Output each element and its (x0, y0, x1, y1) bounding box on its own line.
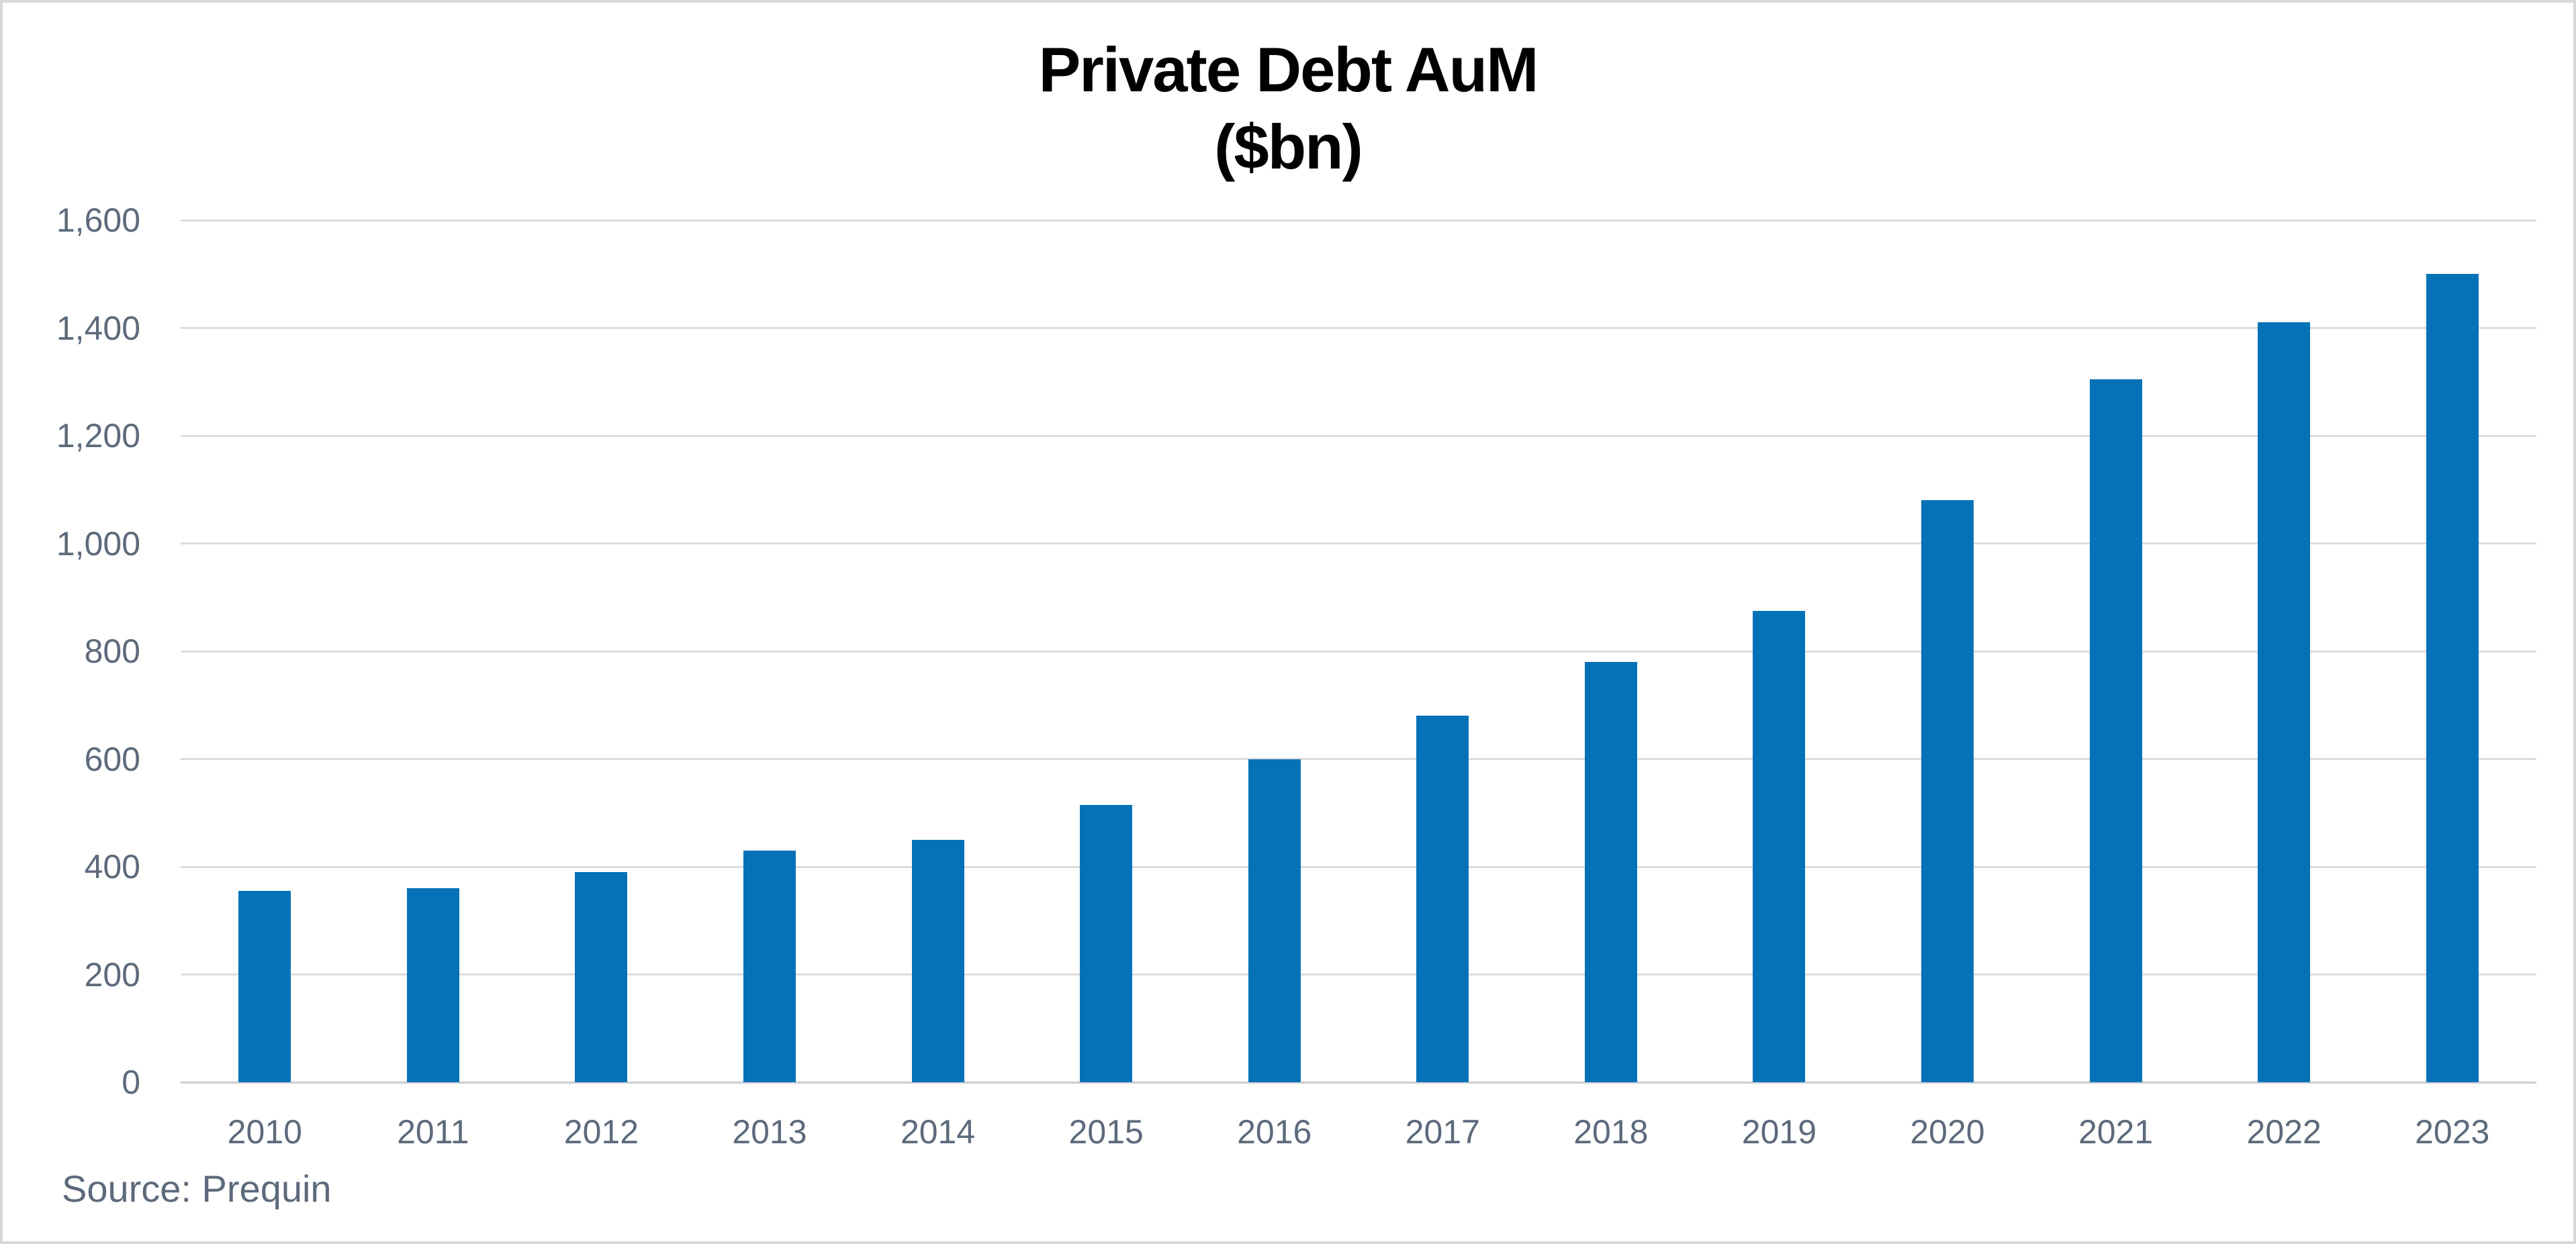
bar (2426, 274, 2479, 1082)
x-axis-label: 2022 (2246, 1113, 2321, 1151)
x-axis-label: 2020 (1910, 1113, 1985, 1151)
y-axis-tick-label: 1,200 (56, 417, 140, 454)
gridline (181, 434, 2536, 437)
x-axis-label: 2021 (2078, 1113, 2154, 1151)
bar (1921, 500, 1974, 1082)
gridline (181, 542, 2536, 544)
y-axis-tick-label: 200 (84, 955, 140, 994)
plot-area: 0 200 400 600 800 1,000 1,200 1,400 1,600 2010 201… (3, 3, 2573, 1241)
gridline (181, 327, 2536, 329)
bar (575, 872, 628, 1082)
x-axis-label: 2012 (563, 1113, 639, 1151)
chart-subtitle: ($bn) (1214, 111, 1363, 182)
source-note: Source: Prequin (62, 1167, 332, 1210)
gridline (181, 219, 2536, 222)
x-axis-label: 2023 (2415, 1113, 2490, 1151)
bar (406, 888, 459, 1082)
chart-title: Private Debt AuM (1038, 34, 1539, 105)
y-axis-tick-label: 800 (84, 632, 140, 670)
bar (1584, 662, 1637, 1082)
x-axis-label: 2014 (900, 1113, 976, 1151)
gridline (181, 650, 2536, 653)
y-axis-tick-label: 1,000 (56, 524, 140, 563)
bar (1416, 716, 1469, 1082)
gridline (181, 758, 2536, 760)
y-axis-tick-label: 600 (84, 740, 140, 778)
title-block: Private Debt AuM ($bn) (3, 35, 2573, 184)
y-axis-tick-label: 1,600 (56, 201, 140, 239)
bar (1080, 804, 1133, 1082)
x-axis-label: 2018 (1573, 1113, 1649, 1151)
gridline (181, 973, 2536, 975)
x-axis-label: 2017 (1405, 1113, 1480, 1151)
y-axis-tick-label: 1,400 (56, 309, 140, 347)
bar (1753, 610, 1806, 1082)
x-axis-label: 2019 (1741, 1113, 1817, 1151)
x-axis-label: 2010 (227, 1113, 302, 1151)
gridline (181, 865, 2536, 868)
x-axis-label: 2013 (732, 1113, 807, 1151)
x-axis-label: 2015 (1068, 1113, 1144, 1151)
y-axis-tick-label: 400 (84, 848, 140, 886)
bar (238, 891, 291, 1082)
x-axis-label: 2011 (397, 1113, 469, 1151)
bar (2258, 322, 2311, 1082)
x-axis-label: 2016 (1237, 1113, 1312, 1151)
gridline (181, 1081, 2536, 1084)
bar (911, 839, 964, 1082)
bar (2089, 379, 2142, 1082)
bar (743, 850, 796, 1082)
y-axis-tick-label: 0 (122, 1063, 140, 1101)
bar (1248, 759, 1301, 1082)
